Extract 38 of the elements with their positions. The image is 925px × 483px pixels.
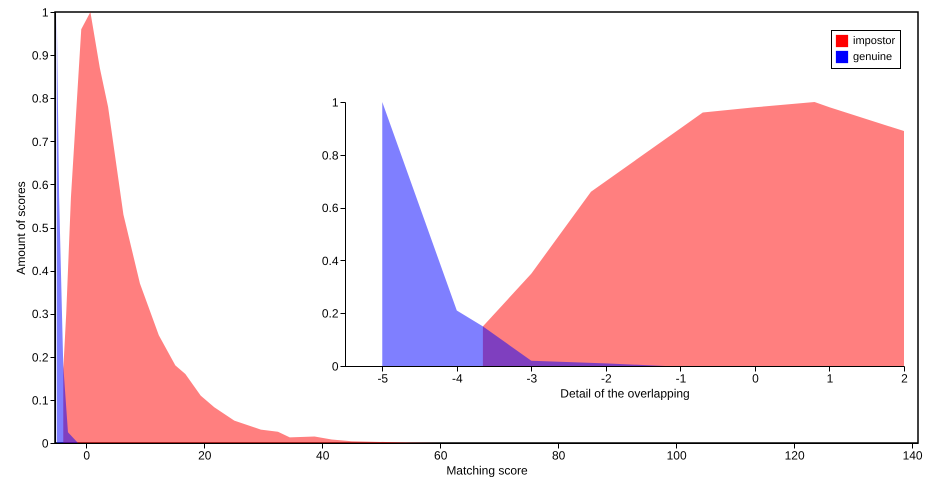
y-tick-label: 0.7 <box>32 134 49 149</box>
legend-label: genuine <box>853 51 892 63</box>
x-tick-label: 60 <box>434 448 448 462</box>
x-tick-label: -2 <box>601 372 612 386</box>
x-tick-label: 20 <box>198 448 212 462</box>
y-tick-label: 0.1 <box>32 393 49 408</box>
y-tick-label: 0 <box>42 436 49 450</box>
x-tick-label: -5 <box>377 372 388 386</box>
x-tick-label: 100 <box>666 448 687 462</box>
y-tick-label: 1 <box>42 6 49 20</box>
x-tick-label: 1 <box>826 372 834 386</box>
y-tick-label: 0.6 <box>32 178 49 192</box>
x-tick-label: -3 <box>526 372 538 386</box>
x-tick-label: -1 <box>676 372 687 386</box>
x-tick-label: 120 <box>784 448 805 462</box>
y-tick-label: 1 <box>332 96 339 110</box>
legend-label: impostor <box>853 35 896 47</box>
x-tick-label: 80 <box>552 448 566 462</box>
y-tick-label: 0.4 <box>32 264 49 278</box>
y-tick-label: 0.2 <box>322 306 339 321</box>
x-tick-label: 140 <box>902 448 923 462</box>
y-tick-label: 0 <box>332 360 339 374</box>
y-tick-label: 0.6 <box>322 201 339 216</box>
y-tick-label: 0.5 <box>32 221 49 235</box>
y-tick-label: 0.9 <box>32 48 49 63</box>
y-axis-title: Amount of scores <box>14 181 28 275</box>
y-tick-label: 0.8 <box>32 92 49 106</box>
x-tick-label: 0 <box>752 372 760 386</box>
x-tick-label: 0 <box>83 448 90 462</box>
x-tick-label: 40 <box>316 448 330 462</box>
x-axis-title: Detail of the overlapping <box>560 386 690 400</box>
x-axis-title: Matching score <box>446 464 528 478</box>
x-tick-label: 2 <box>901 372 908 386</box>
y-tick-label: 0.4 <box>322 254 339 268</box>
y-tick-label: 0.2 <box>32 350 49 364</box>
y-tick-label: 0.3 <box>32 307 49 322</box>
y-tick-label: 0.8 <box>322 148 339 162</box>
x-tick-label: -4 <box>452 372 463 386</box>
